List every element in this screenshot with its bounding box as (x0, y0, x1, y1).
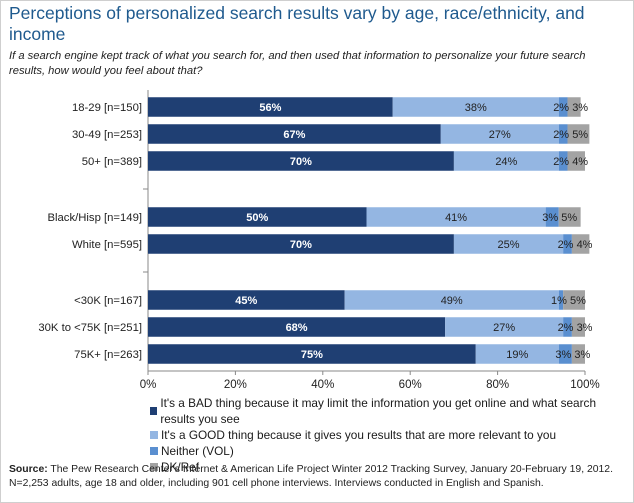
bar-segment (148, 317, 446, 337)
data-label: 25% (498, 239, 520, 251)
x-tick-label: 40% (311, 379, 334, 391)
data-label: 27% (489, 129, 511, 141)
data-label: 4% (577, 239, 593, 251)
category-label: 50+ [n=389] (82, 156, 142, 168)
data-label: 3% (572, 102, 588, 114)
legend-swatch (150, 463, 158, 471)
legend-item: Neither (VOL) (150, 443, 634, 459)
bar-segment (392, 97, 559, 117)
data-label: 19% (506, 349, 528, 361)
data-label: 2% (558, 239, 574, 251)
chart-legend: It's a BAD thing because it may limit th… (150, 395, 634, 475)
chart-title: Perceptions of personalized search resul… (9, 3, 585, 44)
data-label: 3% (555, 349, 571, 361)
bar-segment (558, 290, 564, 310)
bar-segment (558, 151, 568, 171)
x-tick-label: 20% (224, 379, 247, 391)
data-label: 24% (495, 156, 517, 168)
bar-segment (558, 97, 568, 117)
data-label: 3% (577, 322, 593, 334)
data-label: 2% (553, 129, 569, 141)
x-tick-label: 80% (486, 379, 509, 391)
bar-segment (567, 151, 585, 171)
bar-segment (563, 290, 585, 310)
chart-subtitle: If a search engine kept track of what yo… (9, 50, 586, 77)
legend-label: DK/Ref (161, 460, 200, 474)
data-label: 2% (553, 156, 569, 168)
bar-segment (475, 344, 559, 364)
bar-segment (563, 317, 572, 337)
bar-segment (571, 317, 585, 337)
data-label: 5% (572, 129, 588, 141)
category-label: <30K [n=167] (74, 295, 142, 307)
bar-segment (563, 234, 572, 254)
bar-segment (445, 317, 564, 337)
bar-segment (148, 151, 454, 171)
category-label: 75K+ [n=263] (74, 349, 142, 361)
legend-item: It's a GOOD thing because it gives you r… (150, 427, 634, 443)
source-footnote: Source: The Pew Research Center's Intern… (9, 463, 629, 490)
bar-segment (453, 234, 564, 254)
data-label: 2% (558, 322, 574, 334)
data-label: 50% (246, 212, 268, 224)
data-label: 2% (553, 102, 569, 114)
legend-label: It's a GOOD thing because it gives you r… (161, 428, 557, 442)
data-label: 4% (572, 156, 588, 168)
data-label: 5% (570, 295, 586, 307)
bar-segment (148, 207, 367, 227)
legend-item: DK/Ref (150, 459, 634, 475)
bar-segment (571, 234, 590, 254)
legend-swatch (150, 447, 158, 455)
bar-segment (558, 124, 568, 144)
category-label: Black/Hisp [n=149] (47, 212, 142, 224)
data-label: 41% (445, 212, 467, 224)
bar-segment (567, 97, 581, 117)
data-label: 3% (542, 212, 558, 224)
legend-swatch (150, 407, 158, 415)
legend-label: Neither (VOL) (161, 444, 234, 458)
data-label: 67% (283, 129, 305, 141)
category-label: 18-29 [n=150] (72, 102, 142, 114)
bar-segment (344, 290, 559, 310)
bar-segment (440, 124, 559, 144)
data-label: 1% (551, 295, 567, 307)
data-label: 5% (561, 212, 577, 224)
bar-segment (148, 97, 393, 117)
legend-item: It's a BAD thing because it may limit th… (150, 395, 634, 427)
bar-segment (558, 207, 581, 227)
stacked-bar-chart: 0% 20% 40% 60% 80% 100%18-29 [n=150] 56% 38% 2% 3… (38, 90, 600, 391)
data-label: 75% (301, 349, 323, 361)
bar-segment (148, 290, 345, 310)
bar-segment (567, 124, 590, 144)
x-tick-label: 60% (399, 379, 422, 391)
bar-segment (148, 124, 441, 144)
category-label: 30K to <75K [n=251] (38, 322, 142, 334)
x-tick-label: 100% (570, 379, 599, 391)
bar-segment (453, 151, 559, 171)
bar-segment (148, 344, 476, 364)
bar-segment (366, 207, 546, 227)
data-label: 70% (290, 156, 312, 168)
data-label: 38% (465, 102, 487, 114)
category-label: 30-49 [n=253] (72, 129, 142, 141)
data-label: 49% (441, 295, 463, 307)
data-label: 68% (286, 322, 308, 334)
source-text: The Pew Research Center's Internet & Ame… (9, 464, 613, 489)
bar-segment (545, 207, 559, 227)
category-label: White [n=595] (72, 239, 142, 251)
data-label: 3% (574, 349, 590, 361)
x-tick-label: 0% (140, 379, 157, 391)
data-label: 45% (235, 295, 257, 307)
bar-segment (148, 234, 454, 254)
bar-segment (558, 344, 572, 364)
legend-swatch (150, 431, 158, 439)
legend-label: It's a BAD thing because it may limit th… (160, 396, 597, 426)
data-label: 56% (259, 102, 281, 114)
data-label: 27% (493, 322, 515, 334)
bar-segment (571, 344, 585, 364)
source-label: Source: (9, 464, 48, 475)
data-label: 70% (290, 239, 312, 251)
